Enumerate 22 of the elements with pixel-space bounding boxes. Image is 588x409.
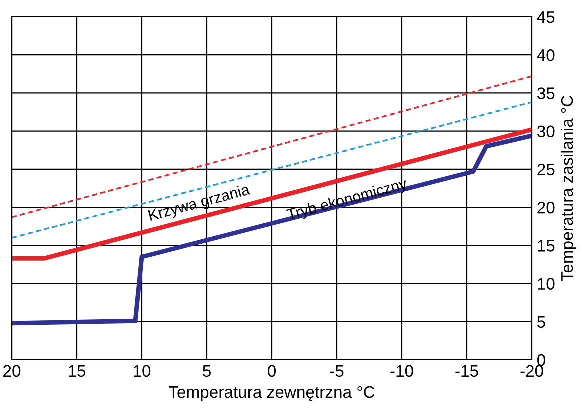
x-tick-label: 15 bbox=[69, 365, 86, 378]
y-tick-label: 0 bbox=[538, 354, 546, 366]
y-tick-label: 15 bbox=[538, 240, 555, 252]
line-series bbox=[12, 134, 532, 326]
y-tick-label: 30 bbox=[537, 126, 555, 138]
x-tick-label: -5 bbox=[330, 365, 344, 378]
y-axis-title: Temperatura zasilania °C bbox=[560, 96, 576, 282]
x-tick-label: 0 bbox=[268, 365, 276, 378]
x-tick-label: 10 bbox=[134, 365, 151, 378]
y-tick-label: 5 bbox=[538, 316, 546, 328]
x-tick-label: -20 bbox=[520, 365, 544, 378]
x-tick-label: -15 bbox=[456, 365, 478, 378]
y-tick-label: 35 bbox=[537, 88, 555, 100]
y-tick-label: 10 bbox=[538, 278, 555, 290]
x-tick-label: 20 bbox=[4, 365, 21, 378]
x-tick-label: 5 bbox=[203, 365, 211, 378]
y-tick-label: 20 bbox=[538, 202, 555, 214]
y-tick-label: 40 bbox=[537, 50, 555, 62]
y-tick-label: 25 bbox=[538, 164, 555, 176]
x-tick-label: -10 bbox=[390, 365, 414, 378]
y-tick-label: 45 bbox=[537, 12, 555, 24]
x-axis-title: Temperatura zewnętrzna °C bbox=[169, 386, 375, 402]
